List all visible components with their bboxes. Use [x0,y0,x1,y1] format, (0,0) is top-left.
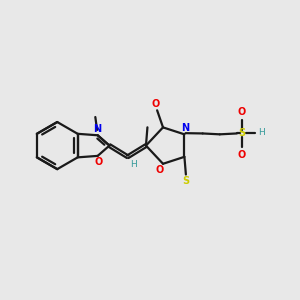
Text: S: S [182,176,189,186]
Text: N: N [181,123,189,133]
Text: O: O [237,107,246,117]
Text: O: O [94,158,102,167]
Text: N: N [93,124,101,134]
Text: O: O [237,150,246,160]
Text: H: H [258,128,265,137]
Text: S: S [238,128,246,139]
Text: H: H [130,160,136,169]
Text: O: O [152,99,160,109]
Text: O: O [155,165,164,175]
